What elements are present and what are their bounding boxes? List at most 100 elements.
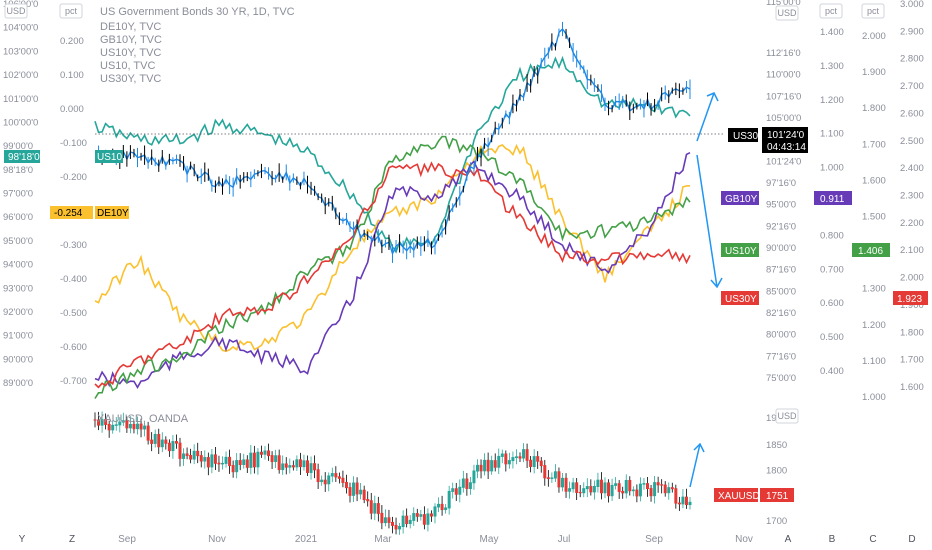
nav-letter-b[interactable]: B: [829, 534, 836, 545]
xau-candle-body: [348, 487, 352, 496]
arrow-up-icon: [689, 442, 705, 488]
us10y-value: 1.406: [858, 246, 883, 257]
xau-candle-body: [344, 481, 348, 489]
left-pct-tick-label: -0.400: [60, 274, 87, 285]
xau-candle-body: [451, 488, 455, 492]
series-layer: [94, 55, 691, 399]
mid-price-tick-label: 90'00'0: [766, 243, 796, 254]
legend-us30y[interactable]: US30Y, TVC: [100, 73, 161, 85]
legend-xauusd[interactable]: XAUUSD, OANDA: [97, 413, 189, 425]
xau-candle-body: [426, 513, 430, 525]
time-axis-label: May: [480, 534, 499, 545]
left-price-tick-label: 103'00'0: [3, 46, 38, 57]
unit-box-left-usd[interactable]: USD: [4, 3, 28, 19]
time-axis-label: Sep: [645, 534, 663, 545]
arrow-down-icon: [696, 154, 723, 289]
pct-a-tick-label: 1.200: [820, 95, 844, 106]
pct-c-tick-label: 2.700: [900, 81, 924, 92]
xau-candle-body: [398, 526, 402, 530]
xau-candle-body: [107, 423, 111, 431]
unit-box-left-pct[interactable]: pct: [59, 3, 83, 19]
xau-candle-body: [143, 425, 147, 430]
xau-candle-body: [93, 419, 97, 421]
xau-candle-body: [514, 456, 518, 459]
pct-c-tick-label: 1.900: [900, 300, 924, 311]
legend-de10y[interactable]: DE10Y, TVC: [100, 21, 161, 33]
xau-candle-body: [387, 517, 391, 523]
series-line-gb10y: [94, 151, 691, 390]
xau-candle-body: [476, 464, 479, 472]
xau-candle-body: [100, 419, 104, 426]
xau-candle-body: [408, 519, 412, 525]
xau-candle-body: [631, 489, 635, 492]
us10-price-tag: 98'18'0 US10: [4, 150, 123, 163]
xau-candle-body: [206, 457, 210, 468]
xau-candle-body: [182, 453, 186, 459]
left-pct-tick-label: 0.000: [60, 104, 84, 115]
pct-a-tick-label: 1.000: [820, 163, 844, 174]
xau-candle-body: [610, 484, 614, 497]
legend-us10y[interactable]: US10Y, TVC: [100, 47, 161, 59]
legend-gb10y[interactable]: GB10Y, TVC: [100, 34, 162, 46]
xau-candle-body: [362, 489, 366, 501]
nav-letter-d[interactable]: D: [908, 534, 915, 545]
xau-candle-body: [465, 478, 469, 489]
unit-box-pct-b[interactable]: pct: [861, 3, 885, 19]
unit-box-pct-a[interactable]: pct: [819, 3, 843, 19]
left-price-tick-label: 94'00'0: [3, 260, 33, 271]
xau-candle-body: [132, 423, 136, 430]
xau-candle-body: [330, 473, 334, 477]
xau-candle-layer: [93, 411, 692, 535]
xau-candle-body: [352, 482, 356, 496]
xau-tick-label: 1700: [766, 516, 787, 527]
xau-candle-body: [638, 483, 642, 497]
time-axis-label: Jul: [558, 534, 571, 545]
mid-price-tick-label: 101'24'0: [766, 156, 801, 167]
time-axis-label: Mar: [374, 534, 392, 545]
xau-candle-body: [564, 477, 568, 492]
unit-label: pct: [867, 6, 880, 16]
legend-us10[interactable]: US10, TVC: [100, 60, 155, 72]
pct-a-tick-label: 1.400: [820, 27, 844, 38]
pct-c-tick-label: 2.200: [900, 218, 924, 229]
nav-letter-a[interactable]: A: [785, 534, 792, 545]
pct-a-tick-label: 0.700: [820, 264, 844, 275]
time-axis-label: Nov: [208, 534, 226, 545]
nav-letter-y[interactable]: Y: [19, 534, 26, 545]
xau-candle-body: [281, 463, 285, 471]
nav-letter-z[interactable]: Z: [69, 534, 75, 545]
xau-candle-body: [621, 490, 625, 494]
us10-price-value: 98'18'0: [8, 152, 40, 163]
pct-b-tick-label: 1.700: [862, 139, 886, 150]
xau-candle-body: [231, 465, 235, 473]
unit-box-mid-usd[interactable]: USD: [775, 5, 799, 21]
pct-b-tick-label: 1.000: [862, 392, 886, 403]
xau-candle-body: [394, 524, 398, 530]
xau-candle-body: [500, 453, 504, 457]
pct-a-tick-label: 1.300: [820, 61, 844, 72]
nav-letter-c[interactable]: C: [869, 534, 876, 545]
gb10y-value: 0.911: [820, 194, 845, 205]
xau-candle-body: [376, 503, 380, 514]
xau-candle-body: [422, 514, 426, 525]
xau-candle-body: [483, 459, 487, 472]
xau-candle-body: [589, 486, 593, 493]
xau-candle-body: [146, 425, 150, 441]
xau-candle-body: [444, 507, 448, 511]
de10y-name: DE10Y: [97, 208, 129, 219]
xau-candle-body: [369, 500, 373, 514]
xau-candle-body: [366, 499, 370, 502]
xau-candle-body: [603, 482, 607, 494]
xau-candle-body: [121, 420, 125, 423]
xau-tick-label: 1800: [766, 465, 787, 476]
xau-candle-body: [295, 459, 299, 468]
xau-candle-body: [217, 462, 221, 465]
xau-candle-body: [585, 486, 589, 490]
chart-title[interactable]: US Government Bonds 30 YR, 1D, TVC: [100, 6, 295, 18]
unit-box-xau[interactable]: USD: [775, 408, 799, 424]
xau-candle-body: [536, 456, 540, 462]
unit-label: USD: [777, 8, 797, 18]
xau-candle-body: [511, 457, 515, 462]
xau-candle-body: [663, 484, 667, 494]
